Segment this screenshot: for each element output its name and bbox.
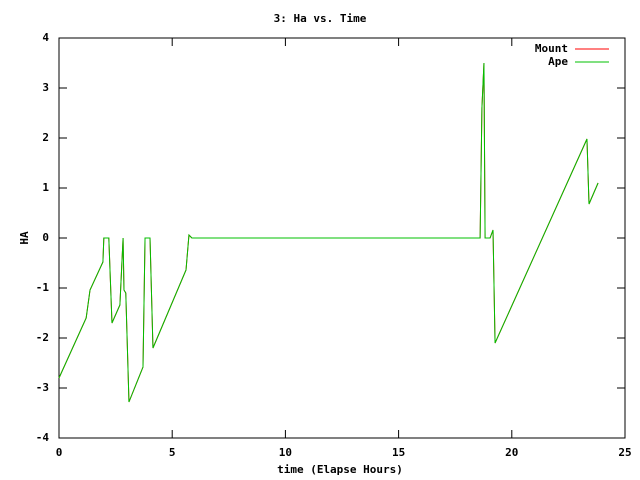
x-tick-label: 10	[279, 446, 292, 459]
y-tick-label: -2	[36, 331, 49, 344]
y-tick-label: 0	[42, 231, 49, 244]
x-tick-label: 20	[505, 446, 518, 459]
x-axis-label: time (Elapse Hours)	[277, 463, 403, 476]
chart-title: 3: Ha vs. Time	[274, 12, 367, 25]
y-axis-label: HA	[18, 231, 31, 245]
y-tick-label: 4	[42, 31, 49, 44]
y-tick-label: -1	[36, 281, 50, 294]
x-tick-label: 15	[392, 446, 405, 459]
y-tick-label: 2	[42, 131, 49, 144]
legend-label: Mount	[535, 42, 568, 55]
x-tick-label: 25	[618, 446, 631, 459]
legend-label: Ape	[548, 55, 568, 68]
y-tick-label: -4	[36, 431, 50, 444]
x-tick-label: 0	[56, 446, 63, 459]
y-tick-label: 3	[42, 81, 49, 94]
x-tick-label: 5	[169, 446, 176, 459]
y-tick-label: 1	[42, 181, 49, 194]
data-line	[58, 62, 599, 403]
y-tick-label: -3	[36, 381, 49, 394]
